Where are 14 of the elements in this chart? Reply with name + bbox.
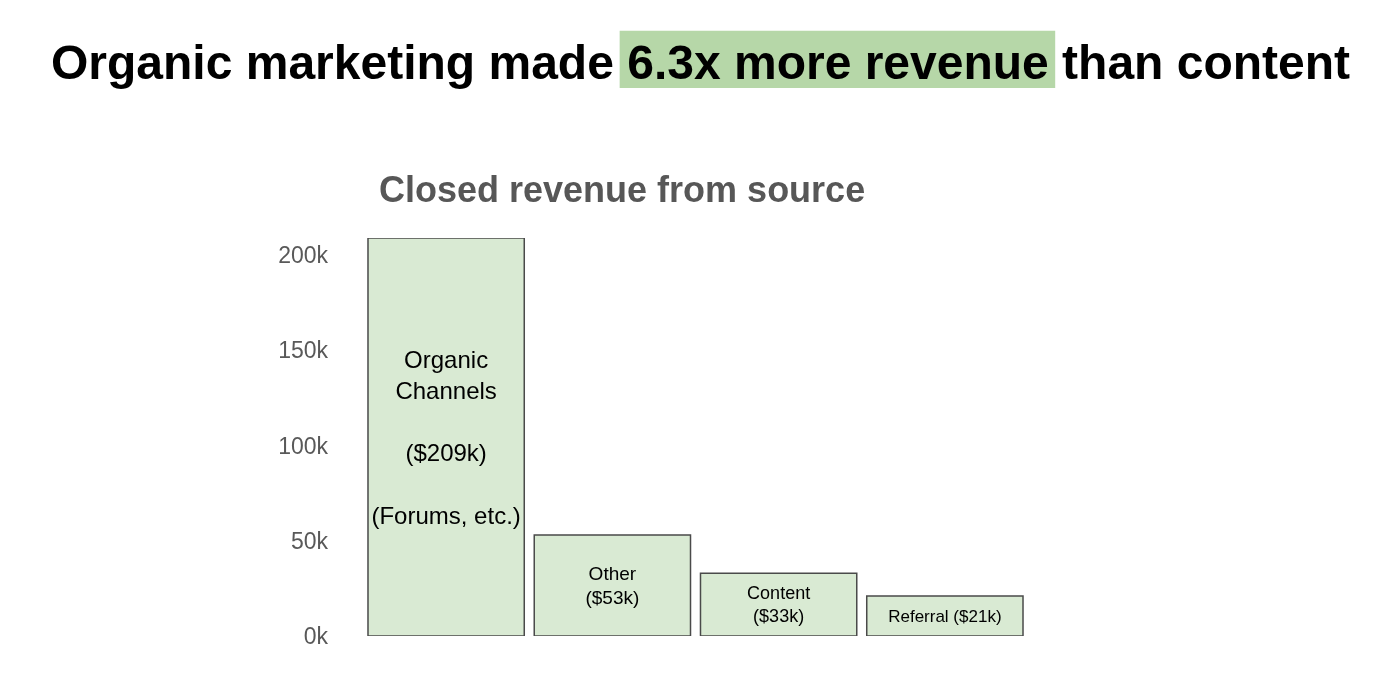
data-label: Referral ($21k) (888, 606, 1002, 626)
y-tick-label: 200k (278, 242, 329, 269)
y-tick-label: 150k (278, 337, 329, 364)
text: Organic Channels ($209k) (Forums, etc.) (371, 345, 521, 529)
chart-subtitle: Closed revenue from source (379, 169, 866, 210)
y-tick-label: 50k (290, 527, 329, 554)
data-label: Other ($53k) (585, 562, 640, 609)
data-label: Content ($33k) (747, 582, 811, 627)
bar (699, 572, 858, 636)
y-tick-label: 100k (278, 432, 329, 459)
bar (533, 534, 692, 636)
chart-title: Organic marketing made 6.3x more revenue than content (51, 36, 1351, 89)
bar (367, 238, 526, 636)
y-tick-label: 0k (303, 623, 329, 650)
